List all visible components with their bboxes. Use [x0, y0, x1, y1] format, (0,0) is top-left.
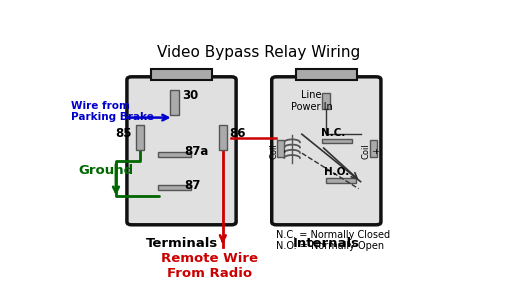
Text: Video Bypass Relay Wiring: Video Bypass Relay Wiring	[157, 45, 361, 60]
Text: 85: 85	[115, 127, 132, 140]
Text: N.O. = Normally Open: N.O. = Normally Open	[276, 241, 384, 251]
Text: 87: 87	[184, 179, 201, 192]
FancyBboxPatch shape	[272, 77, 381, 225]
Text: Internals: Internals	[292, 237, 360, 250]
Text: 30: 30	[182, 89, 199, 102]
Bar	[326, 178, 356, 183]
Bar	[322, 139, 352, 144]
Text: Terminals: Terminals	[145, 237, 218, 250]
Bar	[135, 125, 144, 150]
Text: 86: 86	[229, 127, 246, 140]
Bar	[370, 140, 377, 157]
Bar	[322, 93, 330, 109]
Bar	[151, 69, 212, 80]
Text: Ground: Ground	[79, 164, 134, 177]
Bar	[219, 125, 227, 150]
Text: N.C. = Normally Closed: N.C. = Normally Closed	[276, 230, 390, 240]
Bar	[170, 90, 179, 115]
Text: Wire from
Parking Brake: Wire from Parking Brake	[71, 101, 154, 123]
Text: 87a: 87a	[184, 145, 209, 159]
Bar	[277, 140, 284, 157]
Bar	[296, 69, 357, 80]
Bar	[158, 152, 191, 157]
Text: N.C.: N.C.	[321, 128, 345, 138]
Text: Line
Power In: Line Power In	[291, 90, 332, 112]
Bar	[158, 185, 191, 190]
Text: Coil
-: Coil -	[270, 143, 289, 159]
Text: Remote Wire
From Radio: Remote Wire From Radio	[162, 252, 259, 280]
FancyBboxPatch shape	[127, 77, 236, 225]
Text: H.O.: H.O.	[324, 167, 349, 177]
Text: Coil
+: Coil +	[362, 143, 381, 159]
